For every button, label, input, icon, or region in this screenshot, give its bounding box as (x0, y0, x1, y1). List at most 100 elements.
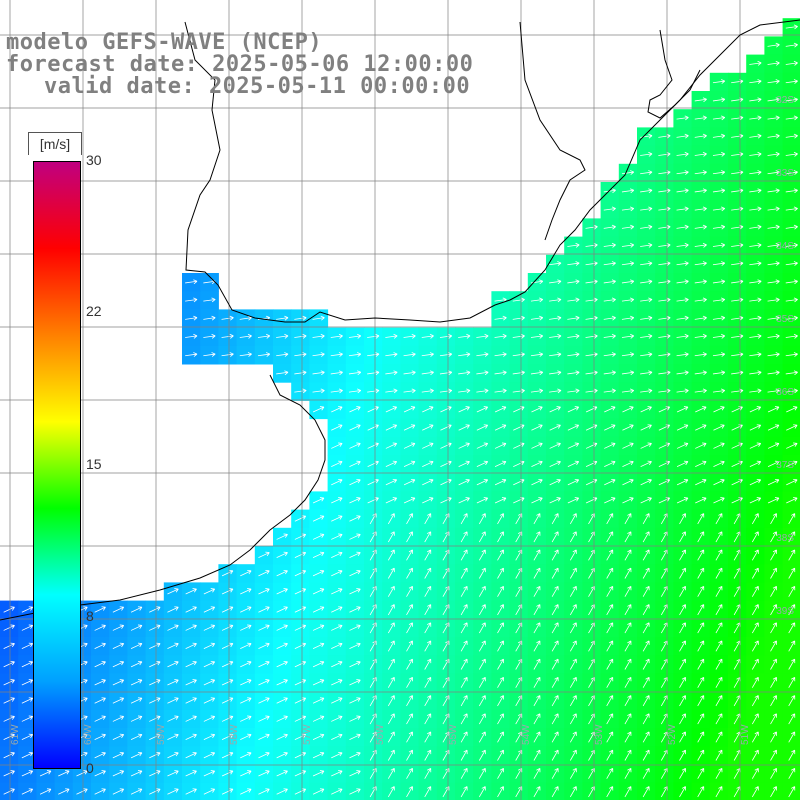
wind-arrow (533, 658, 541, 670)
wind-arrow (549, 261, 562, 266)
wind-arrow (349, 624, 361, 631)
wind-arrow (294, 642, 307, 649)
wind-arrow (476, 442, 489, 449)
wind-arrow (785, 133, 798, 139)
wind-arrow (785, 170, 798, 175)
wind-arrow (312, 569, 325, 577)
wind-arrow (421, 352, 434, 357)
wind-arrow (786, 478, 798, 486)
wind-arrow (387, 713, 395, 725)
wind-arrow (658, 442, 671, 449)
wind-arrow (785, 388, 798, 394)
wind-arrow (770, 767, 777, 779)
wind-arrow (549, 297, 562, 303)
wind-arrow (694, 151, 707, 157)
wind-arrow (348, 370, 362, 376)
wind-arrow (258, 751, 270, 759)
wind-arrow (458, 352, 471, 357)
wind-arrow (530, 333, 544, 339)
wind-arrow (406, 713, 413, 725)
wind-arrow (530, 352, 544, 357)
wind-arrow (406, 585, 413, 597)
wind-arrow (294, 388, 307, 394)
wind-arrow (642, 713, 650, 725)
wind-arrow (603, 279, 616, 285)
wind-arrow (112, 733, 125, 740)
wind-arrow (679, 713, 686, 725)
wind-arrow (749, 188, 762, 194)
wind-arrow (94, 642, 106, 649)
wind-arrow (569, 731, 577, 743)
wind-arrow (767, 133, 780, 139)
wind-arrow (276, 606, 288, 613)
wind-arrow (276, 352, 289, 357)
wind-arrow (569, 749, 577, 761)
wind-arrow (221, 624, 234, 631)
wind-arrow (622, 442, 634, 449)
wind-arrow (276, 370, 289, 376)
wind-arrow (460, 713, 468, 725)
wind-arrow (767, 388, 780, 394)
wind-arrow (203, 606, 216, 613)
wind-arrow (694, 188, 707, 194)
wind-arrow (349, 406, 361, 413)
wind-arrow (606, 731, 614, 743)
wind-arrow (770, 604, 777, 616)
wind-arrow (749, 460, 762, 467)
wind-arrow (640, 224, 653, 230)
wind-arrow (713, 478, 725, 486)
wind-arrow (640, 497, 652, 504)
wind-arrow (749, 406, 762, 413)
wind-arrow (349, 642, 361, 649)
wind-arrow (494, 442, 507, 449)
wind-arrow (533, 604, 541, 616)
wind-arrow (312, 715, 325, 722)
wind-arrow (604, 406, 616, 413)
wind-arrow (679, 567, 686, 579)
wind-arrow (149, 733, 161, 740)
colorbar-tick: 8 (86, 608, 94, 624)
wind-arrow (767, 460, 780, 467)
wind-arrow (551, 513, 559, 525)
wind-arrow (694, 224, 707, 230)
wind-arrow (770, 549, 777, 561)
wind-arrow (349, 697, 361, 704)
wind-arrow (458, 442, 470, 449)
wind-arrow (349, 478, 361, 486)
colorbar-unit: [m/s] (28, 132, 82, 155)
wind-arrow (387, 531, 395, 543)
wind-arrow (494, 370, 507, 376)
wind-arrow (642, 567, 650, 579)
longitude-label: 61W (10, 724, 21, 745)
wind-arrow (294, 352, 307, 357)
wind-arrow (585, 352, 598, 357)
wind-arrow (621, 170, 635, 175)
wind-arrow (785, 42, 798, 48)
wind-arrow (604, 442, 616, 449)
wind-arrow (624, 786, 632, 798)
wind-arrow (697, 513, 705, 525)
wind-arrow (697, 713, 705, 725)
wind-arrow (439, 352, 453, 357)
wind-arrow (149, 606, 161, 613)
wind-arrow (185, 660, 197, 668)
wind-arrow (640, 279, 653, 285)
wind-arrow (679, 622, 686, 634)
wind-arrow (715, 676, 723, 688)
wind-arrow (167, 624, 179, 631)
wind-arrow (276, 551, 288, 558)
wind-arrow (712, 261, 726, 266)
wind-arrow (767, 60, 780, 66)
wind-arrow (406, 786, 413, 798)
wind-arrow (679, 531, 686, 543)
wind-arrow (385, 424, 398, 431)
wind-arrow (424, 567, 432, 579)
wind-arrow (276, 660, 288, 668)
wind-arrow (387, 767, 395, 779)
wind-arrow (276, 697, 288, 704)
wind-arrow (676, 497, 689, 504)
wind-arrow (276, 588, 288, 595)
wind-arrow (715, 531, 723, 543)
wind-arrow (712, 352, 726, 357)
wind-arrow (112, 715, 125, 722)
